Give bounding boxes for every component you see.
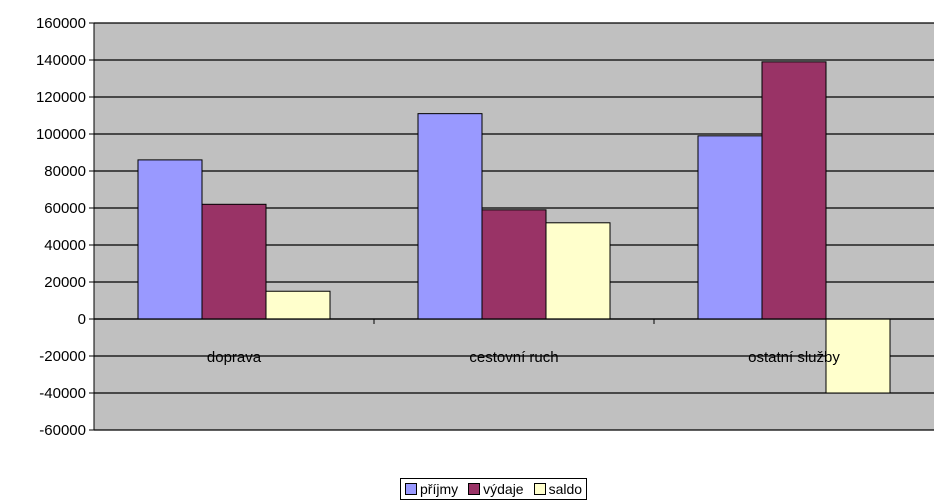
bar [137,159,203,320]
legend-label: příjmy [420,481,459,497]
y-tick-label: 120000 [36,89,86,106]
x-axis-ticks [373,319,655,324]
bar [201,203,267,320]
bar [545,222,611,320]
category-labels: doprava cestovní ruch ostatní služby [207,349,840,366]
bars [137,61,891,394]
category-label: doprava [207,349,262,366]
legend-label: výdaje [483,481,524,497]
category-label: ostatní služby [748,349,840,366]
legend-label: saldo [548,481,583,497]
y-tick-label: 80000 [44,163,86,180]
y-tick-label: 60000 [44,200,86,217]
y-tick-label: 160000 [36,15,86,32]
y-tick-label: 0 [78,311,86,328]
y-tick-label: -40000 [39,385,86,402]
bar [417,113,483,320]
legend-swatch [533,483,546,495]
bar [265,290,331,320]
legend-item-saldo: saldo [533,481,583,497]
legend-item-vydaje: výdaje [468,481,524,497]
bar [697,135,763,320]
legend: příjmy výdaje saldo [400,478,588,500]
y-tick-label: 140000 [36,52,86,69]
category-label: cestovní ruch [469,349,558,366]
bar [825,318,891,394]
bar [481,209,547,320]
y-tick-label: 40000 [44,237,86,254]
y-tick-label: 20000 [44,274,86,291]
y-tick-label: -20000 [39,348,86,365]
y-tick-label: 100000 [36,126,86,143]
y-tick-label: -60000 [39,422,86,439]
legend-swatch [468,483,481,495]
bar [761,61,827,320]
legend-item-prijmy: příjmy [405,481,458,497]
y-axis-ticks: 160000 140000 120000 100000 80000 60000 40000 2… [36,15,95,439]
legend-swatch [405,483,417,495]
